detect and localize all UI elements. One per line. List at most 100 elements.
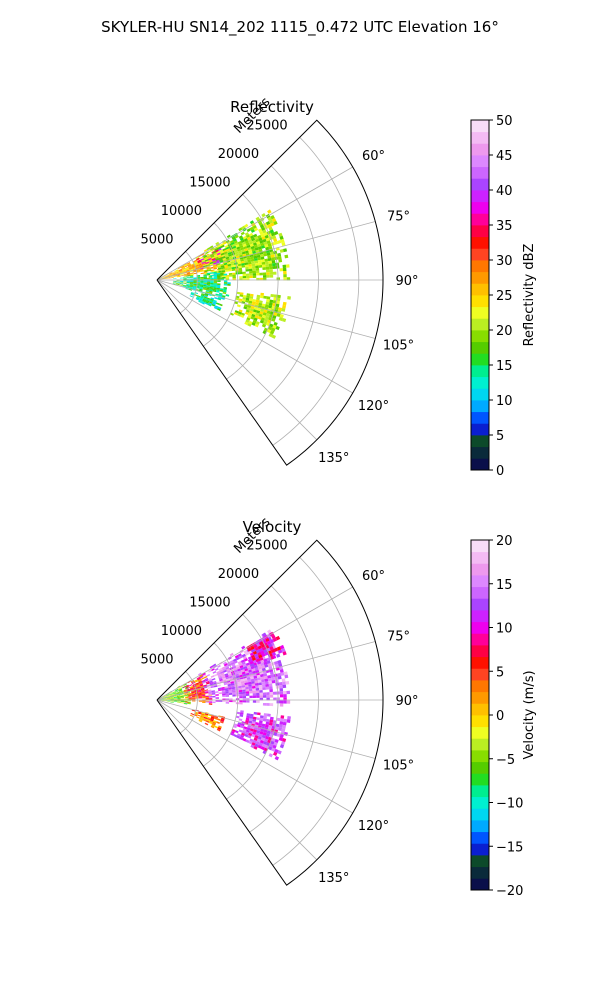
echo-cell (246, 244, 251, 249)
echo-cell (219, 678, 223, 682)
echo-cell (212, 663, 217, 667)
range-tick-label: 20000 (218, 567, 259, 582)
echo-cell (231, 728, 236, 733)
echo-cell (177, 697, 181, 699)
echo-cell (266, 298, 270, 303)
echo-cell (225, 269, 229, 272)
echo-cell (238, 718, 243, 722)
echo-cell (165, 273, 170, 276)
echo-cell (205, 290, 210, 293)
echo-cell (176, 271, 180, 274)
echo-cell (197, 714, 201, 717)
echo-cell (227, 671, 232, 675)
echo-cell (217, 254, 222, 257)
echo-cell (224, 244, 229, 249)
echo-cell (259, 715, 264, 719)
echo-cell (176, 283, 180, 285)
echo-cell (242, 738, 247, 742)
echo-cell (231, 684, 235, 688)
echo-cell (274, 738, 279, 743)
azimuth-gridline (156, 699, 376, 759)
echo-cell (200, 276, 204, 279)
colorbar-tick-label: 0 (496, 464, 504, 479)
echo-cell (260, 317, 265, 322)
echo-cell (192, 285, 197, 288)
echo-cell (196, 296, 201, 299)
echo-cell (255, 265, 259, 269)
echo-cell (225, 666, 230, 670)
echo-cell (173, 275, 178, 277)
echo-cell (219, 288, 224, 291)
echo-cell (254, 646, 259, 651)
echo-cell (249, 293, 254, 297)
echo-cell (263, 309, 268, 314)
echo-cell (271, 257, 275, 261)
echo-cell (215, 290, 220, 293)
echo-cell (270, 232, 276, 237)
echo-cell (210, 298, 214, 302)
echo-cell (261, 653, 266, 657)
echo-cell (202, 254, 207, 257)
echo-cell (190, 687, 194, 690)
echo-cell (213, 306, 218, 310)
echo-cell (255, 655, 260, 660)
echo-cell (232, 690, 236, 693)
echo-cell (180, 685, 184, 688)
echo-cell (197, 262, 202, 265)
polar-axes-background (157, 120, 383, 466)
range-tick-label: 25000 (246, 118, 287, 133)
echo-cell (169, 272, 173, 275)
echo-cell (267, 209, 272, 214)
echo-cell (209, 290, 213, 293)
echo-cell (205, 261, 209, 265)
echo-cell (190, 688, 194, 691)
echo-cell (199, 286, 204, 289)
echo-cell (246, 293, 251, 297)
echo-cell (232, 272, 236, 275)
echo-cell (246, 236, 252, 241)
colorbar-segment (471, 271, 489, 284)
echo-cell (224, 264, 228, 267)
figure-title: SKYLER-HU SN14_202 1115_0.472 UTC Elevat… (101, 18, 499, 37)
echo-cell (263, 658, 268, 663)
echo-cell (255, 216, 260, 221)
echo-cell (225, 254, 229, 258)
echo-cell (216, 284, 221, 287)
echo-cell (286, 700, 291, 704)
colorbar-tick-label: 25 (496, 289, 513, 304)
echo-cell (279, 734, 284, 739)
range-tick-label: 20000 (218, 147, 259, 162)
echo-cell (246, 228, 251, 233)
echo-cell (254, 735, 259, 739)
echo-cell (281, 307, 286, 312)
colorbar-segment (471, 668, 489, 681)
echo-cell (237, 681, 242, 685)
echo-cell (269, 299, 274, 303)
echo-cell (259, 253, 264, 258)
echo-cell (213, 283, 218, 285)
echo-cell (238, 269, 243, 273)
echo-cell (244, 223, 249, 228)
echo-cell (282, 267, 287, 272)
echo-cell (224, 687, 229, 691)
echo-cell (214, 725, 219, 729)
echo-cell (173, 700, 178, 702)
echo-cell (248, 232, 254, 237)
echo-cell (265, 721, 270, 726)
echo-cell (264, 234, 269, 239)
echo-cell (274, 230, 279, 236)
echo-cell (261, 236, 266, 240)
echo-cell (267, 255, 272, 259)
echo-cell (231, 243, 236, 248)
echo-cell (270, 215, 275, 220)
echo-cell (252, 239, 257, 244)
echo-cell (169, 272, 173, 275)
echo-cell (208, 698, 213, 700)
echo-cell (239, 276, 243, 279)
echo-cell (247, 650, 252, 655)
echo-cell (208, 696, 213, 698)
echo-cell (172, 282, 177, 283)
echo-cell (278, 727, 283, 732)
echo-cell (268, 680, 273, 684)
echo-cell (169, 692, 173, 695)
